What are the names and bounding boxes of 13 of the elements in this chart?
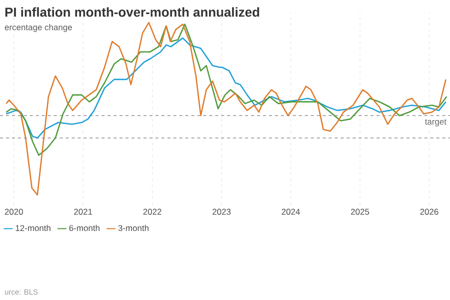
x-tick-label: 2021: [74, 208, 92, 215]
x-tick-label: 2023: [212, 208, 231, 215]
x-tick-label: 2020: [4, 208, 23, 215]
x-tick-label: 2025: [351, 208, 370, 215]
chart-subtitle: ercentage change: [4, 24, 72, 32]
legend-label: 12-month: [16, 224, 50, 232]
legend-label: 3-month: [118, 224, 148, 232]
x-tick-label: 2026: [420, 208, 438, 215]
x-tick-label: 2024: [282, 208, 300, 215]
chart-title: PI inflation month-over-month annualized: [5, 7, 260, 17]
ref-line-label: target: [424, 119, 446, 126]
x-tick-label: 2022: [143, 208, 162, 215]
legend-label: 6-month: [69, 224, 100, 232]
